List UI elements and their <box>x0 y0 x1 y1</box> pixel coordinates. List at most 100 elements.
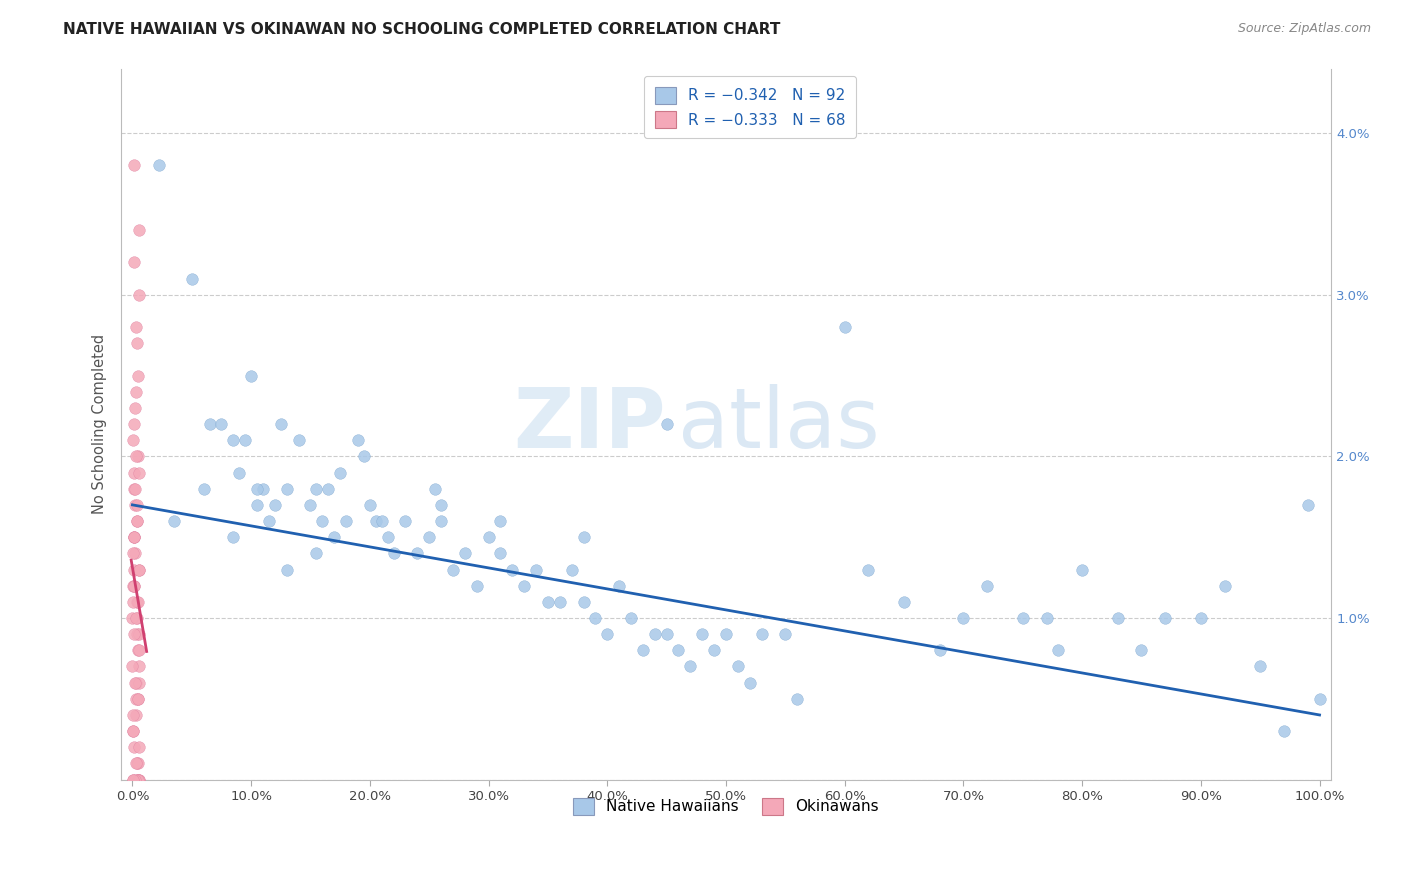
Point <box>1272 724 1295 739</box>
Point <box>125 384 148 399</box>
Point <box>163 514 186 528</box>
Point <box>128 466 150 480</box>
Point <box>430 498 453 512</box>
Point <box>276 482 298 496</box>
Point <box>246 498 269 512</box>
Point <box>198 417 221 431</box>
Point <box>382 546 405 560</box>
Point <box>125 498 148 512</box>
Point <box>1035 611 1057 625</box>
Point <box>430 514 453 528</box>
Point <box>703 643 725 657</box>
Text: Source: ZipAtlas.com: Source: ZipAtlas.com <box>1237 22 1371 36</box>
Point <box>122 255 145 269</box>
Point <box>125 514 148 528</box>
Point <box>252 482 274 496</box>
Point <box>128 223 150 237</box>
Point <box>125 514 148 528</box>
Legend: Native Hawaiians, Okinawans: Native Hawaiians, Okinawans <box>562 788 890 825</box>
Point <box>655 627 678 641</box>
Point <box>1047 643 1070 657</box>
Point <box>127 772 149 787</box>
Point <box>607 579 630 593</box>
Point <box>124 675 146 690</box>
Point <box>359 498 381 512</box>
Point <box>122 772 145 787</box>
Point <box>524 562 547 576</box>
Point <box>394 514 416 528</box>
Point <box>125 691 148 706</box>
Point <box>454 546 477 560</box>
Point <box>124 530 146 544</box>
Point <box>121 595 143 609</box>
Point <box>125 320 148 334</box>
Text: atlas: atlas <box>678 384 879 465</box>
Point <box>124 401 146 415</box>
Point <box>122 159 145 173</box>
Point <box>489 514 512 528</box>
Point <box>276 562 298 576</box>
Point <box>727 659 749 673</box>
Point <box>501 562 523 576</box>
Text: ZIP: ZIP <box>513 384 665 465</box>
Point <box>406 546 429 560</box>
Point <box>1249 659 1271 673</box>
Point <box>122 417 145 431</box>
Point <box>1213 579 1236 593</box>
Point <box>305 546 328 560</box>
Point <box>125 772 148 787</box>
Point <box>370 514 392 528</box>
Point <box>323 530 346 544</box>
Point <box>329 466 352 480</box>
Point <box>121 708 143 723</box>
Point <box>127 691 149 706</box>
Point <box>561 562 583 576</box>
Point <box>364 514 387 528</box>
Point <box>124 530 146 544</box>
Point <box>128 562 150 576</box>
Point <box>222 530 245 544</box>
Point <box>124 450 146 464</box>
Point <box>128 643 150 657</box>
Point <box>477 530 499 544</box>
Point <box>121 659 143 673</box>
Point <box>583 611 606 625</box>
Point <box>222 434 245 448</box>
Point <box>125 336 148 351</box>
Point <box>513 579 536 593</box>
Point <box>418 530 440 544</box>
Point <box>786 691 808 706</box>
Point <box>668 643 690 657</box>
Point <box>124 498 146 512</box>
Point <box>377 530 399 544</box>
Point <box>127 691 149 706</box>
Point <box>121 772 143 787</box>
Point <box>127 756 149 771</box>
Point <box>353 450 375 464</box>
Point <box>127 368 149 383</box>
Point <box>257 514 280 528</box>
Point <box>122 579 145 593</box>
Point <box>128 740 150 755</box>
Point <box>121 579 143 593</box>
Point <box>125 708 148 723</box>
Point <box>270 417 292 431</box>
Point <box>679 659 702 673</box>
Point <box>596 627 619 641</box>
Point <box>287 434 309 448</box>
Point <box>834 320 856 334</box>
Text: NATIVE HAWAIIAN VS OKINAWAN NO SCHOOLING COMPLETED CORRELATION CHART: NATIVE HAWAIIAN VS OKINAWAN NO SCHOOLING… <box>63 22 780 37</box>
Point <box>714 627 737 641</box>
Point <box>233 434 256 448</box>
Point <box>548 595 571 609</box>
Point <box>125 675 148 690</box>
Point <box>240 368 263 383</box>
Point <box>124 546 146 560</box>
Point <box>1071 562 1094 576</box>
Point <box>228 466 250 480</box>
Point <box>952 611 974 625</box>
Point <box>572 530 595 544</box>
Point <box>124 482 146 496</box>
Point <box>127 595 149 609</box>
Point <box>122 579 145 593</box>
